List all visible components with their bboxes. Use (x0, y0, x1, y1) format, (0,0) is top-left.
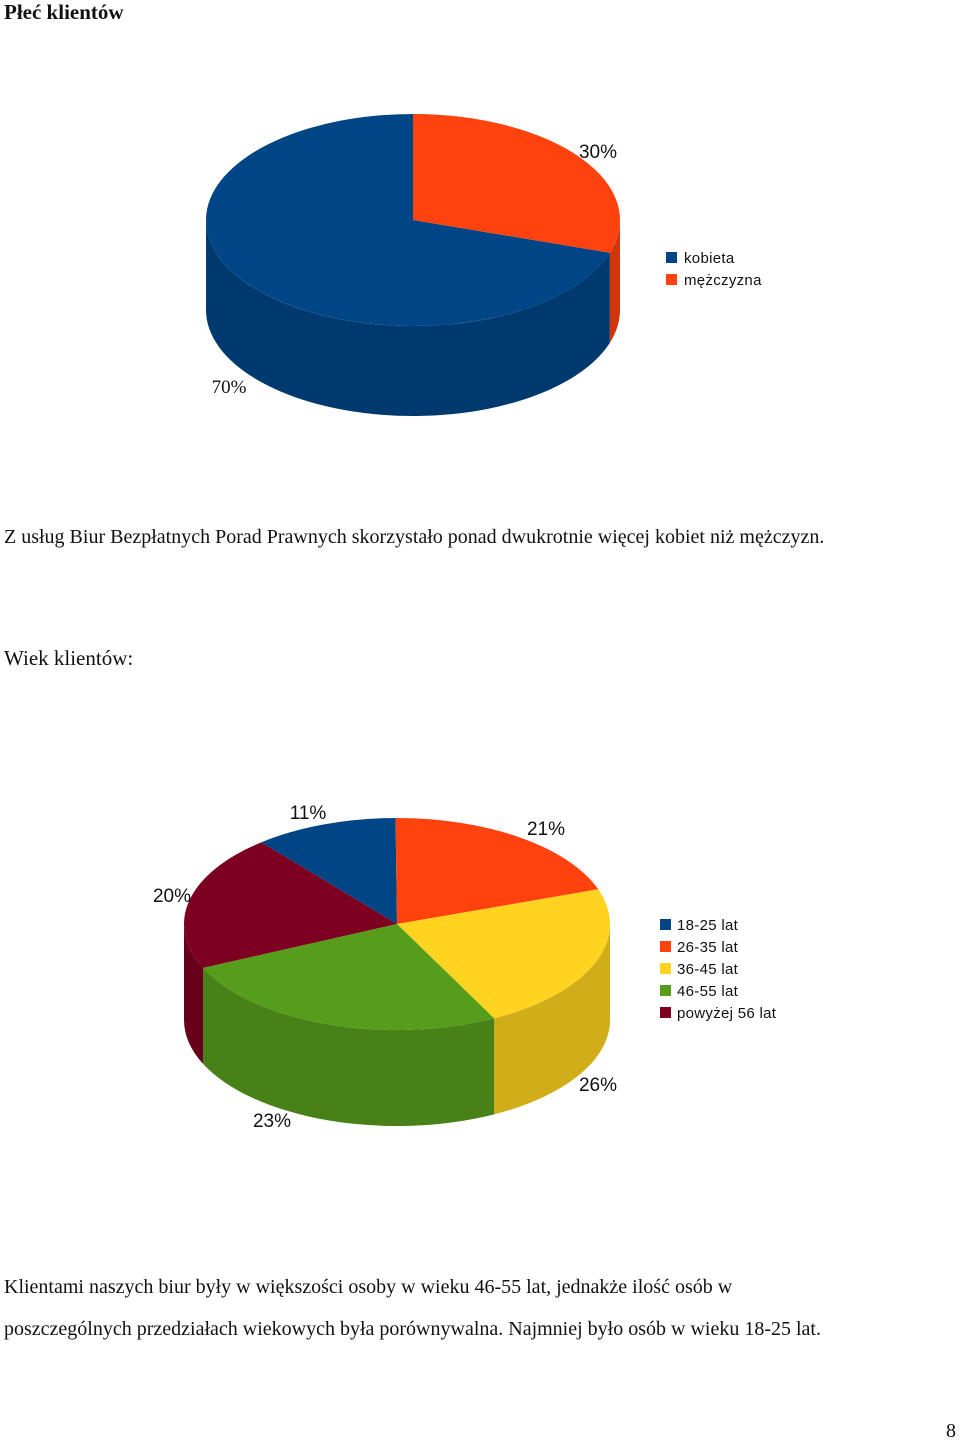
age-summary-paragraph: Klientami naszych biur były w większości… (4, 1266, 954, 1350)
page-number: 8 (946, 1420, 956, 1442)
legend-label-36-45: 36-45 lat (677, 961, 739, 978)
legend-label-46-55: 46-55 lat (677, 983, 739, 1000)
pie-side-kobieta (206, 220, 610, 416)
pie-label-powyzej-56: 21% (527, 819, 565, 840)
pie-side-36-45-lat (494, 924, 610, 1115)
pie-slice-powyzej-56-lat (184, 842, 397, 968)
pie-label-26-35: 20% (153, 886, 191, 907)
pie-slice-46-55-lat (203, 924, 495, 1030)
pie-side-powyzej-56-lat (184, 924, 204, 1064)
legend-swatch-46-55 (660, 985, 671, 996)
gender-summary-paragraph: Z usług Biur Bezpłatnych Porad Prawnych … (4, 526, 825, 548)
age-pie-chart: 11% 21% 20% 26% 23% 18-25 lat 26-35 lat … (153, 803, 777, 1132)
legend-swatch-kobieta (666, 252, 677, 263)
pie-side-46-55-lat (203, 967, 495, 1126)
pie-slice-36-45-lat (397, 889, 610, 1019)
pie-slice-26-35-lat (395, 818, 599, 924)
pie-slice-mezczyzna (413, 114, 620, 253)
legend-swatch-36-45 (660, 963, 671, 974)
pie-label-kobieta: 70% (212, 377, 247, 398)
legend-swatch-18-25 (660, 919, 671, 930)
pie-label-46-55: 26% (579, 1075, 617, 1096)
legend-swatch-powyzej-56 (660, 1007, 671, 1018)
gender-legend: kobieta mężczyzna (666, 250, 762, 289)
pie-slice-18-25-lat (261, 818, 397, 924)
legend-label-18-25: 18-25 lat (677, 917, 739, 934)
age-summary-line-1: Klientami naszych biur były w większości… (4, 1276, 733, 1298)
section-title-gender: Płeć klientów (4, 0, 124, 24)
legend-swatch-mezczyzna (666, 274, 677, 285)
pie-slice-kobieta (206, 114, 610, 326)
legend-label-kobieta: kobieta (684, 250, 735, 267)
legend-label-powyzej-56: powyżej 56 lat (677, 1005, 777, 1022)
legend-swatch-26-35 (660, 941, 671, 952)
pie-label-36-45: 23% (253, 1111, 291, 1132)
pie-label-18-25: 11% (290, 803, 327, 824)
age-legend: 18-25 lat 26-35 lat 36-45 lat 46-55 lat … (660, 917, 777, 1022)
gender-pie-chart: 30% 70% kobieta mężczyzna (206, 114, 762, 416)
age-summary-line-2: poszczególnych przedziałach wiekowych by… (4, 1318, 821, 1340)
pie-side-mezczyzna (609, 220, 620, 343)
legend-label-26-35: 26-35 lat (677, 939, 739, 956)
section-title-age: Wiek klientów: (4, 646, 134, 670)
pie-label-mezczyzna: 30% (579, 142, 617, 163)
legend-label-mezczyzna: mężczyzna (684, 272, 762, 289)
